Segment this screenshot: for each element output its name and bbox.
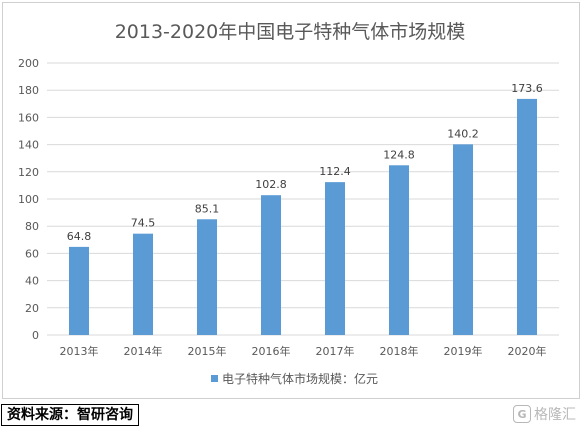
bar bbox=[133, 233, 153, 335]
bar bbox=[389, 165, 409, 335]
watermark-text: 格隆汇 bbox=[534, 407, 576, 423]
bar bbox=[517, 98, 537, 336]
bar bbox=[261, 195, 281, 335]
y-tick-label: 20 bbox=[25, 302, 39, 315]
bar bbox=[453, 144, 473, 335]
data-label: 124.8 bbox=[383, 148, 415, 161]
x-tick-label: 2018年 bbox=[380, 344, 419, 358]
y-tick-label: 80 bbox=[25, 220, 39, 233]
y-tick-label: 160 bbox=[18, 111, 39, 124]
y-tick-label: 40 bbox=[25, 275, 39, 288]
y-tick-label: 60 bbox=[25, 247, 39, 260]
y-axis-ticks: 0 20 40 60 80 100 120 140 160 180 200 bbox=[18, 57, 39, 342]
chart-svg: 2013-2020年中国电子特种气体市场规模 0 20 40 60 80 100 120 14… bbox=[18, 21, 559, 386]
x-tick-label: 2016年 bbox=[252, 344, 291, 358]
chart-frame: 2013-2020年中国电子特种气体市场规模 0 20 40 60 80 100 120 14… bbox=[2, 2, 580, 399]
chart-title: 2013-2020年中国电子特种气体市场规模 bbox=[115, 21, 466, 43]
data-label: 173.6 bbox=[511, 82, 543, 95]
data-label: 112.4 bbox=[319, 165, 351, 178]
bar bbox=[197, 219, 217, 335]
data-labels: 64.8 74.5 85.1 102.8 112.4 124.8 140.2 173.6 bbox=[67, 82, 543, 243]
watermark: G 格隆汇 bbox=[513, 404, 576, 424]
data-label: 140.2 bbox=[447, 127, 479, 140]
y-tick-label: 180 bbox=[18, 84, 39, 97]
bars bbox=[69, 98, 537, 336]
x-tick-label: 2019年 bbox=[444, 344, 483, 358]
x-tick-label: 2017年 bbox=[316, 344, 355, 358]
data-label: 74.5 bbox=[131, 217, 156, 230]
bar bbox=[69, 246, 89, 335]
bar bbox=[325, 182, 345, 335]
source-note: 资料来源：智研咨询 bbox=[1, 404, 139, 426]
legend: 电子特种气体市场规模：亿元 bbox=[211, 371, 378, 386]
y-tick-label: 100 bbox=[18, 193, 39, 206]
x-tick-label: 2020年 bbox=[508, 344, 547, 358]
source-label: 资料来源：智研咨询 bbox=[7, 407, 133, 423]
x-tick-label: 2014年 bbox=[124, 344, 163, 358]
gelonghui-logo-icon: G bbox=[513, 405, 531, 423]
legend-swatch bbox=[211, 375, 218, 382]
y-tick-label: 0 bbox=[32, 329, 39, 342]
legend-label: 电子特种气体市场规模：亿元 bbox=[222, 371, 378, 386]
y-tick-label: 200 bbox=[18, 57, 39, 70]
data-label: 102.8 bbox=[255, 178, 287, 191]
x-axis-ticks: 2013年 2014年 2015年 2016年 2017年 2018年 2019年 2020年 bbox=[60, 344, 547, 358]
y-tick-label: 140 bbox=[18, 139, 39, 152]
x-tick-label: 2015年 bbox=[188, 344, 227, 358]
y-tick-label: 120 bbox=[18, 166, 39, 179]
data-label: 64.8 bbox=[67, 230, 92, 243]
gridlines bbox=[47, 62, 559, 336]
x-tick-label: 2013年 bbox=[60, 344, 99, 358]
data-label: 85.1 bbox=[195, 202, 220, 215]
